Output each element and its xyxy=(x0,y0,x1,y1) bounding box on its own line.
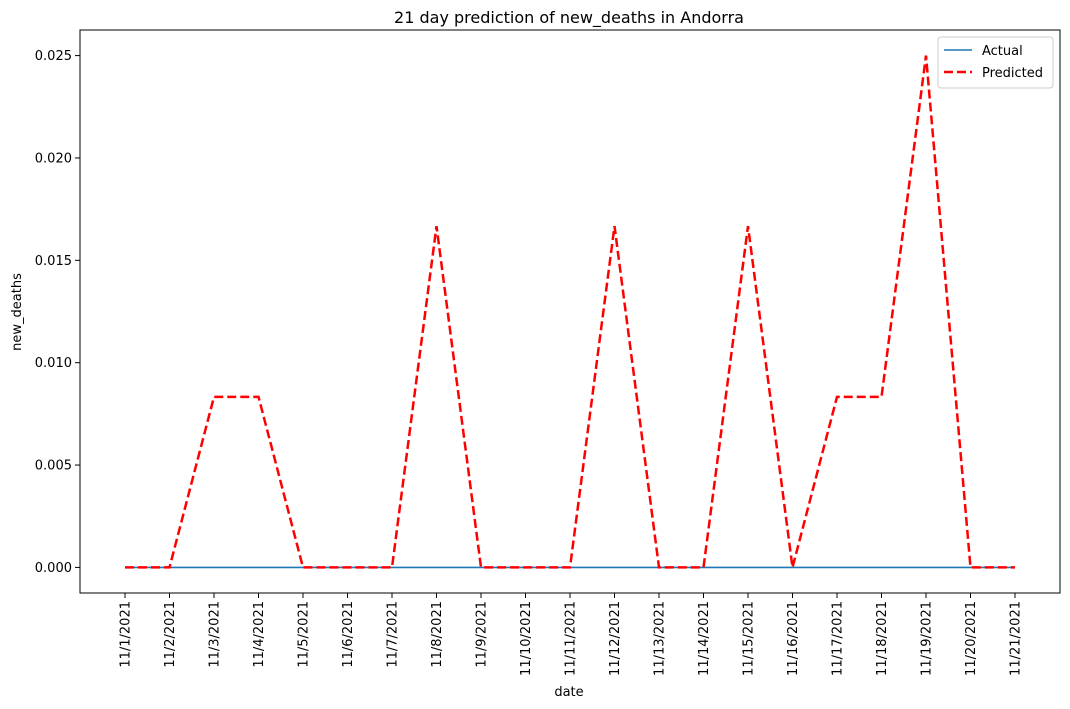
plot-frame xyxy=(79,29,1061,594)
x-tick-label: 11/15/2021 xyxy=(742,601,757,676)
plot-area xyxy=(125,55,1015,569)
x-tick-label: 11/4/2021 xyxy=(252,601,267,668)
x-axis-label: date xyxy=(554,685,583,700)
x-tick-label: 11/17/2021 xyxy=(831,601,846,676)
y-tick-label: 0.025 xyxy=(35,49,72,64)
x-tick-label: 11/9/2021 xyxy=(475,601,490,668)
x-tick-label: 11/7/2021 xyxy=(386,601,401,668)
x-tick-label: 11/16/2021 xyxy=(786,601,801,676)
y-tick-label: 0.005 xyxy=(35,459,72,474)
x-tick-label: 11/19/2021 xyxy=(920,601,935,676)
x-tick-label: 11/10/2021 xyxy=(519,601,534,676)
x-tick-label: 11/3/2021 xyxy=(208,601,223,668)
y-tick-label: 0.010 xyxy=(35,356,72,371)
y-tick-label: 0.015 xyxy=(35,254,72,269)
y-tick-label: 0.020 xyxy=(35,151,72,166)
y-axis: 0.000 0.005 0.010 0.015 0.020 0.025 xyxy=(35,49,80,576)
x-tick-label: 11/12/2021 xyxy=(608,601,623,676)
x-tick-label: 11/6/2021 xyxy=(341,601,356,668)
x-tick-label: 11/11/2021 xyxy=(564,601,579,676)
legend-label: Predicted xyxy=(982,66,1043,81)
y-tick-label: 0.000 xyxy=(35,561,72,576)
x-tick-label: 11/2/2021 xyxy=(163,601,178,668)
chart-title: 21 day prediction of new_deaths in Andor… xyxy=(394,8,744,28)
x-tick-label: 11/21/2021 xyxy=(1009,601,1024,676)
x-tick-label: 11/5/2021 xyxy=(297,601,312,668)
legend-label: Actual xyxy=(982,44,1023,59)
x-tick-label: 11/20/2021 xyxy=(964,601,979,676)
y-axis-label: new_deaths xyxy=(10,273,25,351)
legend: Actual Predicted xyxy=(937,36,1054,89)
x-tick-label: 11/13/2021 xyxy=(653,601,668,676)
series-line-predicted xyxy=(125,55,1015,569)
x-tick-label: 11/1/2021 xyxy=(119,601,134,668)
x-axis: 11/1/2021 11/2/2021 11/3/2021 11/4/2021 11/5… xyxy=(119,593,1024,676)
x-tick-label: 11/14/2021 xyxy=(697,601,712,676)
x-tick-label: 11/18/2021 xyxy=(875,601,890,676)
x-tick-label: 11/8/2021 xyxy=(430,601,445,668)
